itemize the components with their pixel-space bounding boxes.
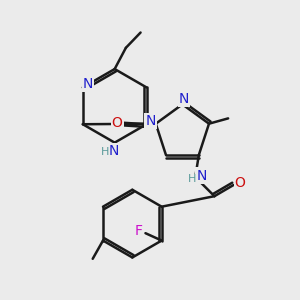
Text: H: H [101,147,110,157]
Text: H: H [188,174,196,184]
Text: N: N [145,114,156,128]
Text: O: O [112,116,122,130]
Text: N: N [83,77,93,91]
Text: F: F [135,224,143,238]
Text: N: N [179,92,189,106]
Text: O: O [235,176,245,190]
Text: N: N [109,144,119,158]
Text: N: N [196,169,207,183]
